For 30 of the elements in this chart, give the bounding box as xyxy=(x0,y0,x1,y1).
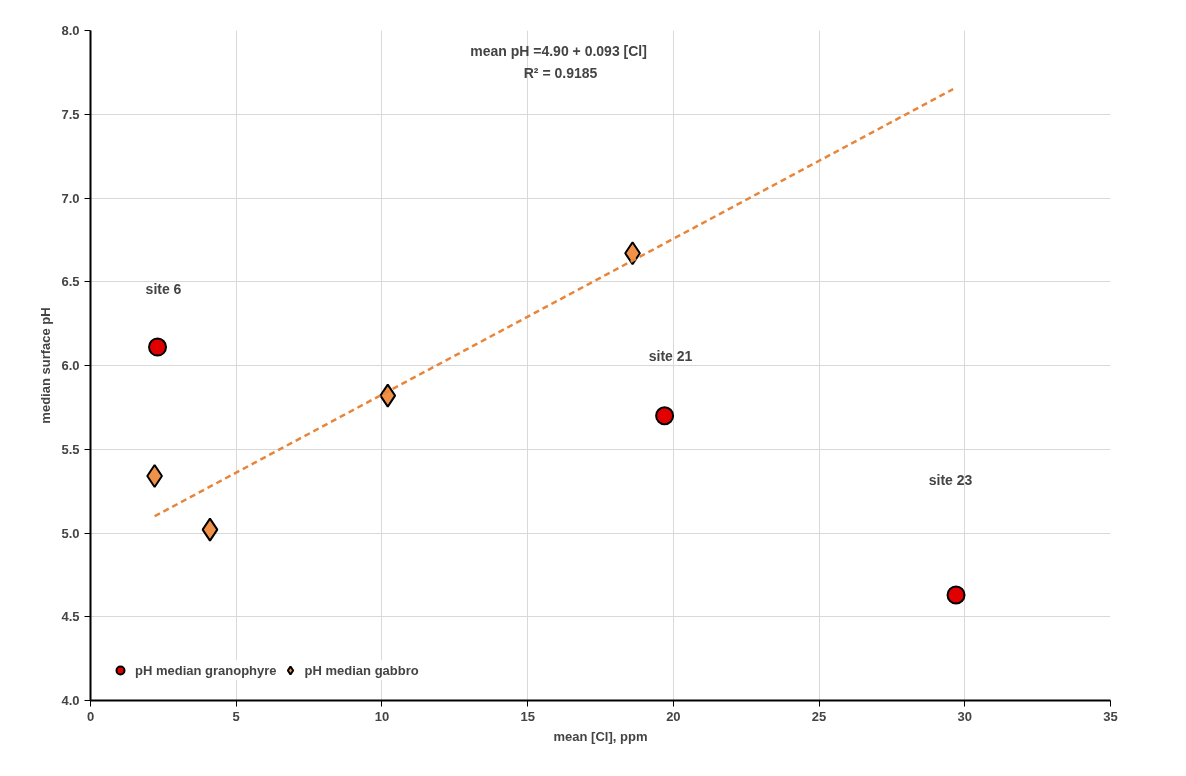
y-tick-label: 4.5 xyxy=(61,609,80,625)
x-tick-label: 10 xyxy=(374,708,390,724)
x-tick-label: 30 xyxy=(957,708,973,724)
x-tick-label: 25 xyxy=(811,708,827,724)
y-tick-label: 4.0 xyxy=(61,693,80,708)
legend-label: pH median granophyre xyxy=(135,662,277,678)
point xyxy=(148,337,168,357)
y-tick-label: 5.0 xyxy=(61,525,80,541)
annotation: site 21 xyxy=(648,347,693,364)
y-axis-title: median surface pH xyxy=(38,307,54,424)
y-tick-label: 8.0 xyxy=(61,23,80,38)
x-tick-label: 5 xyxy=(232,708,240,724)
y-tick-label: 7.5 xyxy=(61,106,80,122)
x-tick-label: 20 xyxy=(666,708,681,724)
y-tick-label: 7.0 xyxy=(61,190,80,206)
point xyxy=(946,585,966,605)
y-tick-label: 5.5 xyxy=(61,441,80,457)
legend-label: pH median gabbro xyxy=(304,662,419,678)
y-tick-label: 6.5 xyxy=(61,274,80,290)
annotation: site 23 xyxy=(928,471,973,488)
point xyxy=(201,517,219,542)
x-tick-label: 35 xyxy=(1103,708,1118,724)
annotation: mean pH =4.90 + 0.093 [Cl] xyxy=(470,42,647,59)
x-axis-title: mean [Cl], ppm xyxy=(553,728,648,744)
x-tick-label: 15 xyxy=(520,708,535,724)
point xyxy=(655,406,675,426)
x-tick-label: 0 xyxy=(86,708,95,724)
annotation: site 6 xyxy=(145,280,182,297)
y-tick-label: 6.0 xyxy=(61,358,80,373)
annotation: R² = 0.9185 xyxy=(523,64,598,81)
